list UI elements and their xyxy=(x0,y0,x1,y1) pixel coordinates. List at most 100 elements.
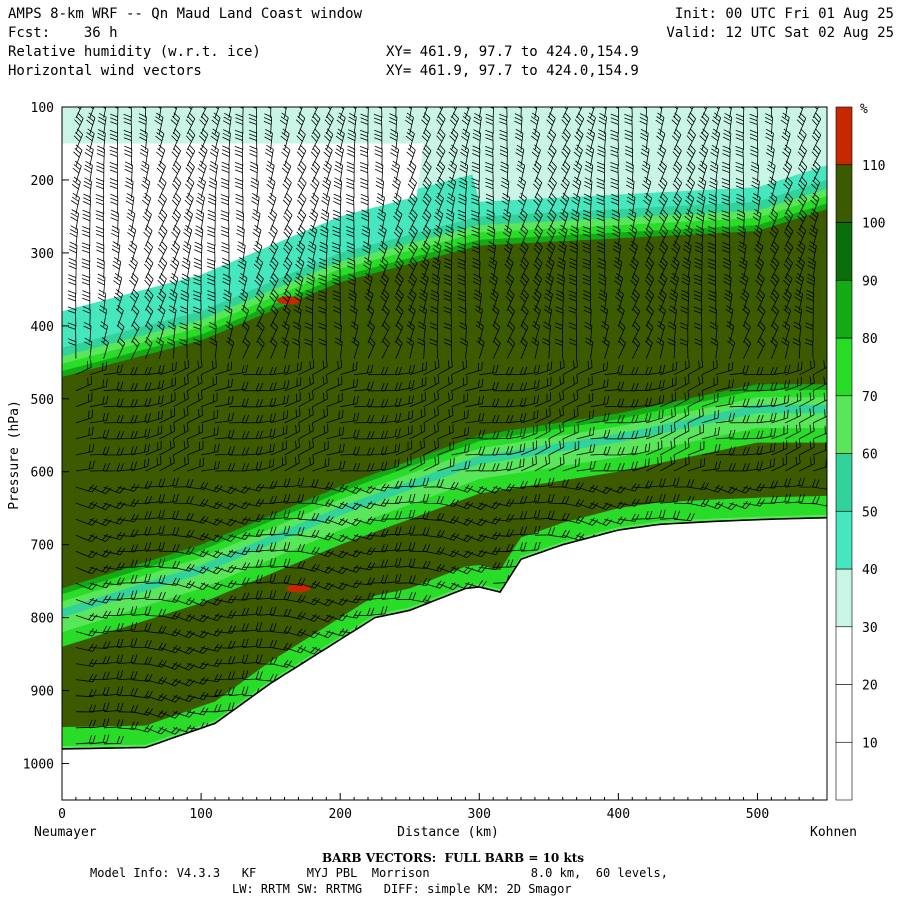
wind-barb xyxy=(222,273,231,295)
wind-barb xyxy=(187,407,203,424)
wind-barb xyxy=(253,256,264,279)
wind-barb xyxy=(423,439,440,456)
wind-barb xyxy=(75,460,95,472)
wind-barb xyxy=(145,642,167,651)
wind-barb-field xyxy=(67,107,827,745)
wind-barb xyxy=(292,337,301,359)
wind-barb xyxy=(340,549,362,558)
wind-barb xyxy=(799,455,815,472)
wind-barb xyxy=(434,192,444,215)
wind-barb xyxy=(395,493,416,504)
wind-barb xyxy=(408,224,418,247)
wind-barb xyxy=(89,378,108,392)
wind-barb xyxy=(735,146,744,167)
wind-barb xyxy=(117,337,126,359)
wind-barb xyxy=(374,129,383,151)
wind-barb xyxy=(604,381,625,392)
wind-barb xyxy=(350,321,359,343)
wind-barb xyxy=(166,337,175,359)
wind-barb xyxy=(75,107,82,119)
wind-barb xyxy=(206,242,216,263)
wind-barb xyxy=(794,289,804,311)
wind-barb xyxy=(347,145,356,167)
wind-barb xyxy=(347,129,356,151)
wind-barb xyxy=(596,178,605,199)
wind-barb xyxy=(710,337,719,359)
wind-barb xyxy=(395,558,416,568)
wind-barb xyxy=(739,273,749,295)
wind-barb xyxy=(698,144,709,167)
wind-barb xyxy=(311,128,321,151)
wind-barb xyxy=(241,305,249,327)
wind-barb xyxy=(407,107,412,118)
wind-barb xyxy=(281,144,291,167)
wind-barb xyxy=(757,397,778,408)
wind-barb xyxy=(632,412,652,424)
wind-barb xyxy=(103,516,126,525)
y-axis-label: Pressure (hPa) xyxy=(7,400,22,510)
wind-barb xyxy=(284,407,301,424)
wind-barb xyxy=(270,493,291,504)
wind-barb xyxy=(157,192,167,215)
wind-barb xyxy=(197,160,207,183)
wind-barb xyxy=(673,512,695,522)
wind-barb xyxy=(657,272,668,295)
wind-barb xyxy=(256,623,277,632)
wind-barb xyxy=(715,107,721,119)
wind-barb xyxy=(771,305,780,327)
wind-barb xyxy=(145,493,166,504)
wind-barb xyxy=(520,493,541,504)
wind-barb xyxy=(173,646,195,655)
wind-barb xyxy=(520,478,541,488)
wind-barb xyxy=(472,257,481,279)
wind-barb xyxy=(597,145,606,167)
wind-barb xyxy=(517,192,527,215)
wind-barb xyxy=(423,422,439,440)
xy-coordinates-2: XY= 461.9, 97.7 to 424.0,154.9 xyxy=(386,63,639,79)
wind-barb xyxy=(465,564,487,573)
wind-barb xyxy=(444,241,453,263)
wind-barb xyxy=(124,145,133,167)
wind-barb xyxy=(451,376,468,392)
wind-barb xyxy=(89,502,112,511)
wind-barb xyxy=(597,242,606,263)
wind-barb xyxy=(701,393,719,408)
wind-barb xyxy=(584,321,593,343)
wind-barb xyxy=(131,397,152,408)
wind-barb xyxy=(785,376,802,392)
wind-barb xyxy=(782,289,792,311)
wind-barb xyxy=(457,290,466,311)
wind-barb xyxy=(83,321,92,343)
wind-barb xyxy=(145,608,167,617)
wind-barb xyxy=(228,670,249,680)
wind-barb xyxy=(323,144,333,167)
wind-barb xyxy=(131,707,153,716)
wind-barb xyxy=(479,398,500,408)
wind-barb xyxy=(409,510,430,520)
wind-barb xyxy=(340,361,358,376)
wind-barb xyxy=(715,412,735,424)
wind-barb xyxy=(251,208,261,231)
wind-barb xyxy=(422,144,432,167)
wind-barb xyxy=(409,439,426,456)
wind-barb xyxy=(445,209,455,231)
wind-barb xyxy=(532,160,542,183)
y-tick-label: 900 xyxy=(31,685,54,700)
wind-barb xyxy=(200,359,217,376)
wind-barb xyxy=(196,176,206,199)
wind-barb xyxy=(131,606,152,616)
wind-barb xyxy=(228,638,249,648)
wind-barb xyxy=(126,208,136,231)
wind-barb xyxy=(783,107,788,118)
wind-barb xyxy=(583,290,592,311)
wind-barb xyxy=(378,240,388,263)
wind-barb xyxy=(687,107,694,119)
wind-barb xyxy=(361,225,370,247)
wind-barb xyxy=(584,161,594,183)
wind-barb xyxy=(145,321,153,343)
wind-barb xyxy=(680,306,689,327)
wind-barb xyxy=(326,534,348,543)
wind-barb xyxy=(672,208,682,231)
wind-barb xyxy=(103,686,124,697)
wind-barb xyxy=(270,659,293,668)
